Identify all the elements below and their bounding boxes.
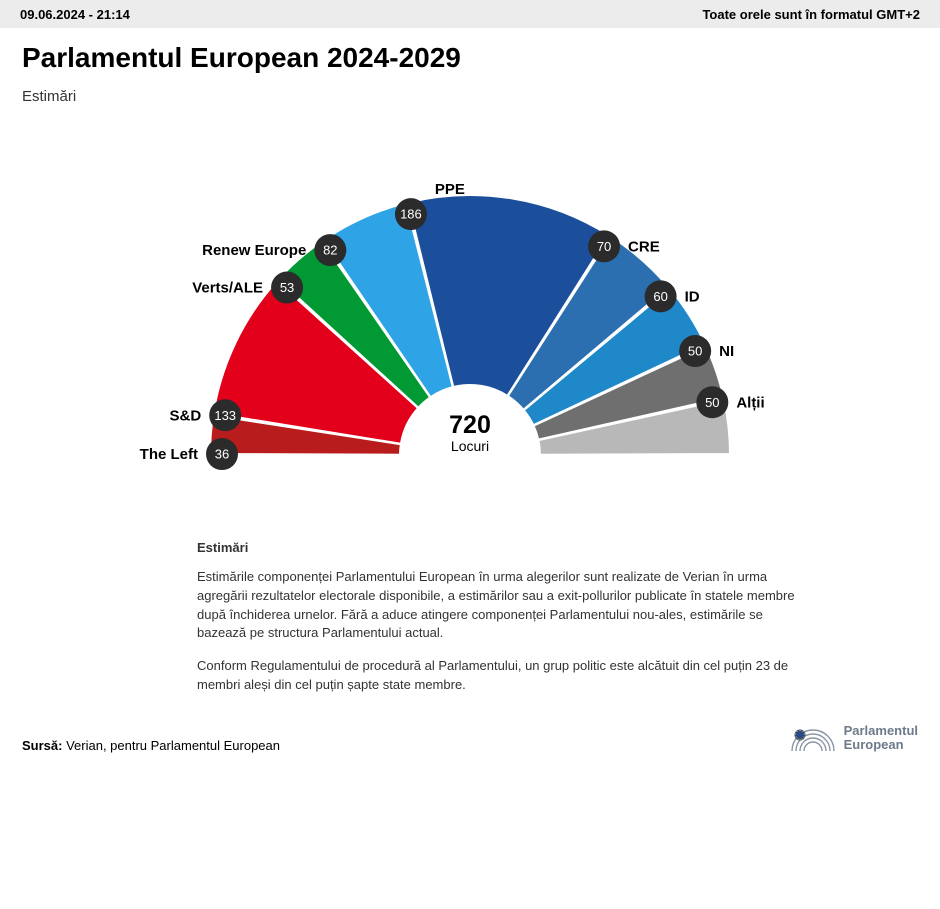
source-label: Sursă:: [22, 738, 62, 753]
total-seats: 720: [449, 411, 491, 439]
group-label: ID: [685, 288, 700, 305]
seat-count: 50: [705, 395, 719, 410]
group-label: CRE: [628, 238, 660, 255]
logo-line-2: European: [844, 738, 918, 752]
notes-title: Estimări: [197, 539, 798, 558]
source-line: Sursă: Verian, pentru Parlamentul Europe…: [22, 738, 280, 753]
page-subtitle: Estimări: [22, 88, 918, 105]
group-label: NI: [719, 343, 734, 360]
ep-logo: Parlamentul European: [790, 723, 918, 753]
seat-count: 50: [688, 344, 702, 359]
seat-count: 82: [323, 243, 337, 258]
hemicycle-chart: 36 The Left 133 S&D 53 Verts/ALE 82 Renew Europ…: [22, 115, 918, 515]
seat-count: 36: [215, 447, 229, 462]
tz-note: Toate orele sunt în formatul GMT+2: [702, 7, 920, 22]
group-label: PPE: [435, 181, 465, 198]
seat-count: 133: [214, 408, 236, 423]
ep-logo-text: Parlamentul European: [844, 724, 918, 753]
group-label: Alții: [736, 394, 764, 411]
datetime-label: 09.06.2024 - 21:14: [20, 7, 130, 22]
logo-line-1: Parlamentul: [844, 724, 918, 738]
total-seats-label: Locuri: [451, 438, 489, 454]
seat-count: 186: [400, 207, 422, 222]
group-label: S&D: [170, 407, 202, 424]
seat-count: 70: [597, 239, 611, 254]
top-bar: 09.06.2024 - 21:14 Toate orele sunt în f…: [0, 0, 940, 28]
group-label: The Left: [140, 446, 198, 463]
page-title: Parlamentul European 2024-2029: [22, 42, 918, 74]
seat-count: 60: [653, 289, 667, 304]
group-label: Verts/ALE: [192, 280, 263, 297]
notes-paragraph-1: Estimările componenței Parlamentului Eur…: [197, 568, 798, 643]
notes-paragraph-2: Conform Regulamentului de procedură al P…: [197, 657, 798, 695]
group-label: Renew Europe: [202, 242, 306, 259]
ep-hemicycle-icon: [790, 723, 836, 753]
notes-block: Estimări Estimările componenței Parlamen…: [22, 515, 918, 695]
source-value: Verian, pentru Parlamentul European: [62, 738, 280, 753]
seat-count: 53: [280, 280, 294, 295]
